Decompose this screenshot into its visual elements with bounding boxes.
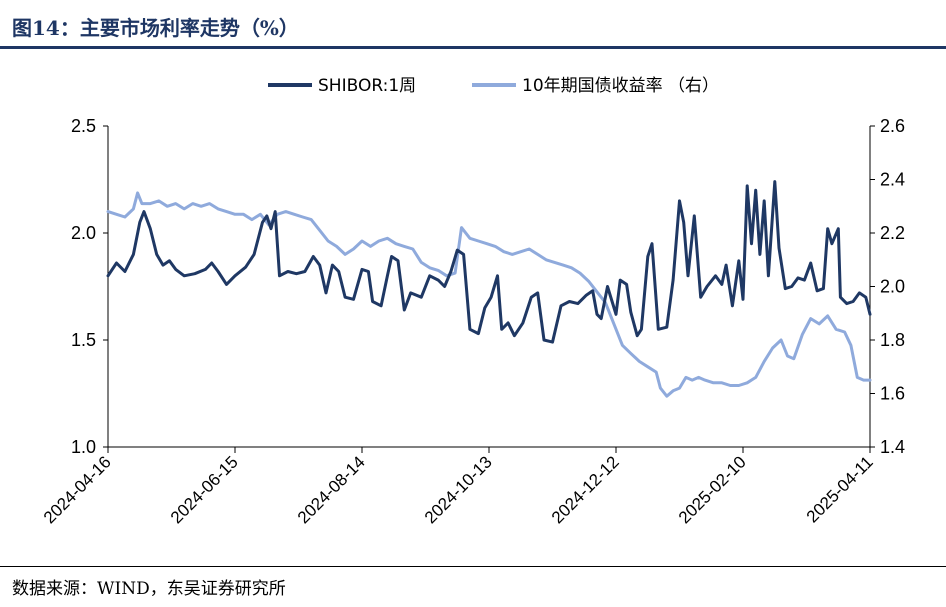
- y-left-tick-label: 1.5: [71, 330, 96, 350]
- y-right-tick-label: 2.2: [880, 223, 905, 243]
- x-tick-label: 2024-08-14: [294, 452, 369, 527]
- x-tick-label: 2024-04-16: [40, 452, 115, 527]
- axes: 2.5 2.0 1.5 1.0 2.6 2.4 2.2 2.0 1.8 1.6 1.4 2024-04…: [40, 116, 905, 527]
- chart-title: 图14：主要市场利率走势（%）: [12, 16, 299, 40]
- y-right-tick-label: 1.4: [880, 437, 905, 457]
- footer-divider: [0, 566, 946, 567]
- series-line-bond-yield: [106, 191, 872, 398]
- legend-label-shibor: SHIBOR:1周: [318, 76, 416, 96]
- y-right-tick-label: 2.6: [880, 116, 905, 136]
- x-tick-label: 2024-12-12: [548, 452, 623, 527]
- source-note: 数据来源：WIND，东吴证券研究所: [12, 579, 286, 599]
- legend: SHIBOR:1周 10年期国债收益率 （右）: [268, 76, 719, 96]
- x-tick-label: 2024-06-15: [167, 452, 242, 527]
- y-left-tick-label: 2.0: [71, 223, 96, 243]
- y-right-tick-label: 2.4: [880, 170, 905, 190]
- y-left-tick-label: 1.0: [71, 437, 96, 457]
- y-right-tick-label: 2.0: [880, 277, 905, 297]
- x-tick-label: 2024-10-13: [421, 452, 496, 527]
- y-left-tick-label: 2.5: [71, 116, 96, 136]
- legend-label-bond: 10年期国债收益率 （右）: [522, 76, 719, 96]
- line-chart: SHIBOR:1周 10年期国债收益率 （右） 2.52.01.51.02.62…: [40, 76, 905, 527]
- title-underline: [0, 46, 946, 49]
- y-right-tick-label: 1.6: [880, 384, 905, 404]
- x-tick-label: 2025-02-10: [675, 452, 750, 527]
- series-layer: [106, 180, 872, 398]
- series-line-shibor: [106, 180, 872, 344]
- x-tick-label: 2025-04-11: [803, 452, 877, 526]
- y-right-tick-label: 1.8: [880, 330, 905, 350]
